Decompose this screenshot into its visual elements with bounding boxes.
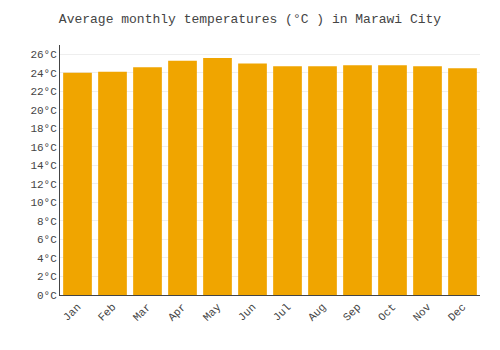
svg-text:Dec: Dec [446,301,468,323]
svg-text:12°C: 12°C [30,179,57,191]
svg-text:16°C: 16°C [30,142,57,154]
svg-text:Average monthly temperatures (: Average monthly temperatures (°C ) in Ma… [59,12,441,27]
svg-text:Jul: Jul [271,301,293,323]
svg-text:6°C: 6°C [37,234,57,246]
svg-text:Feb: Feb [96,301,118,323]
svg-text:Nov: Nov [411,301,434,324]
svg-text:18°C: 18°C [30,123,57,135]
svg-text:24°C: 24°C [30,68,57,80]
svg-text:8°C: 8°C [37,216,57,228]
svg-text:Apr: Apr [166,301,188,323]
svg-text:2°C: 2°C [37,271,57,283]
svg-text:0°C: 0°C [37,290,57,302]
svg-text:22°C: 22°C [30,86,57,98]
svg-text:Jun: Jun [236,301,258,323]
svg-text:Aug: Aug [306,301,328,323]
svg-text:Mar: Mar [131,301,153,323]
svg-text:20°C: 20°C [30,105,57,117]
svg-text:Oct: Oct [376,301,398,323]
svg-text:Jan: Jan [61,301,83,323]
svg-text:May: May [201,301,224,324]
svg-text:4°C: 4°C [37,253,57,265]
svg-text:10°C: 10°C [30,197,57,209]
svg-text:Sep: Sep [341,301,363,323]
svg-text:14°C: 14°C [30,160,57,172]
svg-text:26°C: 26°C [30,49,57,61]
